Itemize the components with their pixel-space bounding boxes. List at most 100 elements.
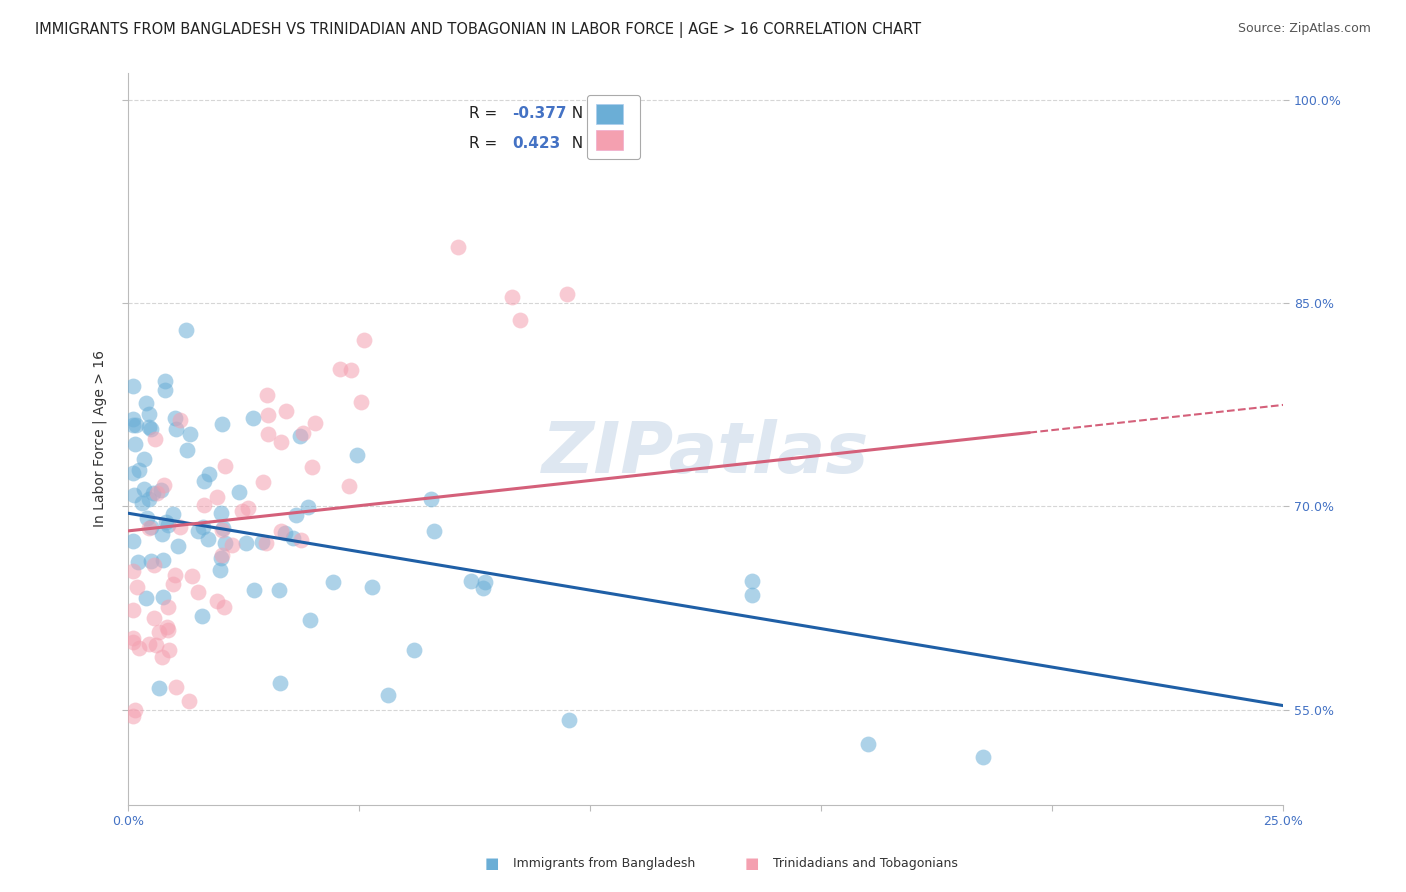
Text: 59: 59: [596, 136, 617, 152]
Text: IMMIGRANTS FROM BANGLADESH VS TRINIDADIAN AND TOBAGONIAN IN LABOR FORCE | AGE > : IMMIGRANTS FROM BANGLADESH VS TRINIDADIA…: [35, 22, 921, 38]
Point: [135, 396, 157, 410]
Point: [122, 418, 145, 433]
Point: [148, 625, 170, 640]
Point: [122, 466, 145, 480]
Text: Immigrants from Bangladesh: Immigrants from Bangladesh: [513, 857, 696, 870]
Point: [174, 323, 197, 337]
Point: [122, 631, 145, 645]
Point: [122, 411, 145, 425]
Point: [136, 510, 159, 524]
Text: R =: R =: [470, 136, 508, 152]
Point: [131, 496, 153, 510]
Point: [167, 539, 190, 553]
Point: [122, 603, 145, 617]
Point: [741, 574, 763, 588]
Point: [211, 524, 233, 538]
Point: [157, 642, 180, 657]
Point: [214, 535, 236, 549]
Text: ■: ■: [485, 856, 499, 871]
Point: [346, 448, 368, 462]
Point: [153, 477, 176, 491]
Point: [193, 498, 215, 512]
Point: [269, 676, 291, 690]
Point: [190, 609, 212, 624]
Point: [297, 500, 319, 514]
Point: [285, 508, 308, 522]
Point: [197, 467, 219, 481]
Point: [270, 435, 292, 450]
Point: [139, 422, 162, 436]
Point: [132, 482, 155, 496]
Text: N =: N =: [561, 106, 605, 120]
Point: [322, 574, 344, 589]
Text: Trinidadians and Tobagonians: Trinidadians and Tobagonians: [773, 857, 957, 870]
Point: [132, 452, 155, 467]
Point: [165, 680, 187, 694]
Point: [741, 588, 763, 602]
Point: [276, 404, 298, 418]
Text: R =: R =: [470, 106, 502, 120]
Point: [127, 555, 149, 569]
Point: [402, 642, 425, 657]
Point: [353, 334, 375, 348]
Point: [235, 536, 257, 550]
Point: [273, 525, 295, 540]
Point: [252, 475, 274, 489]
Point: [221, 538, 243, 552]
Point: [135, 591, 157, 605]
Point: [138, 637, 160, 651]
Point: [163, 410, 186, 425]
Point: [179, 426, 201, 441]
Point: [155, 374, 177, 388]
Point: [242, 583, 264, 598]
Point: [179, 694, 201, 708]
Text: 75: 75: [596, 106, 617, 120]
Point: [207, 490, 229, 504]
Point: [187, 524, 209, 538]
Point: [228, 485, 250, 500]
Point: [128, 463, 150, 477]
Text: 0.423: 0.423: [512, 136, 560, 152]
Point: [142, 486, 165, 500]
Point: [257, 426, 280, 441]
Point: [165, 422, 187, 436]
Point: [501, 289, 523, 303]
Point: [165, 568, 187, 582]
Point: [555, 286, 578, 301]
Point: [474, 575, 496, 590]
Point: [340, 363, 363, 377]
Point: [150, 526, 173, 541]
Point: [197, 532, 219, 546]
Point: [162, 507, 184, 521]
Point: [176, 442, 198, 457]
Point: [211, 548, 233, 562]
Point: [124, 703, 146, 717]
Point: [301, 459, 323, 474]
Point: [214, 458, 236, 473]
Point: [972, 750, 994, 764]
Point: [138, 420, 160, 434]
Point: [143, 432, 166, 446]
Point: [122, 634, 145, 648]
Point: [128, 641, 150, 656]
Point: [125, 417, 148, 432]
Point: [256, 535, 278, 549]
Point: [256, 388, 278, 402]
Point: [156, 619, 179, 633]
Text: N =: N =: [561, 136, 605, 152]
Point: [157, 518, 180, 533]
Point: [460, 574, 482, 588]
Point: [419, 492, 441, 507]
Point: [169, 413, 191, 427]
Point: [350, 395, 373, 409]
Point: [291, 426, 314, 441]
Point: [242, 411, 264, 425]
Legend: , : ,: [586, 95, 640, 159]
Point: [290, 533, 312, 547]
Point: [157, 623, 180, 637]
Point: [146, 486, 169, 500]
Point: [558, 713, 581, 727]
Point: [238, 500, 260, 515]
Y-axis label: In Labor Force | Age > 16: In Labor Force | Age > 16: [93, 351, 107, 527]
Point: [337, 479, 360, 493]
